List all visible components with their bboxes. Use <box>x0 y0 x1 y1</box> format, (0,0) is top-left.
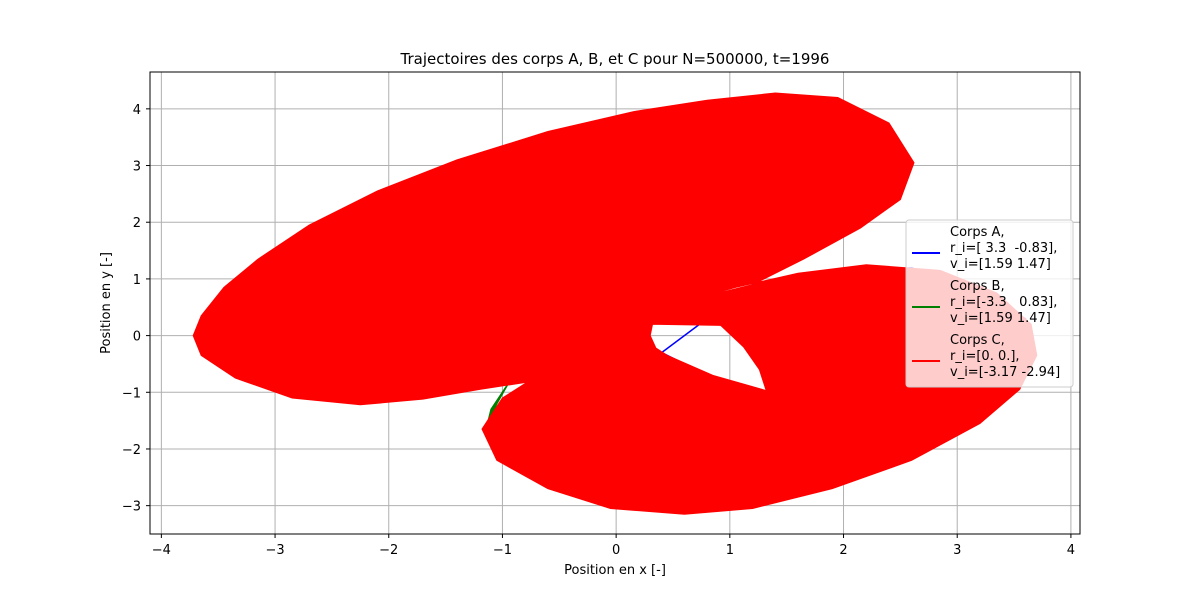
x-tick-label: 3 <box>953 543 961 558</box>
y-tick-label: 0 <box>133 330 141 345</box>
x-tick-label: −2 <box>379 543 398 558</box>
y-tick-label: −3 <box>122 500 141 515</box>
y-tick-label: −1 <box>122 386 141 401</box>
legend-label: Corps A, <box>950 225 1005 240</box>
y-tick-label: 1 <box>133 273 141 288</box>
legend: Corps A,r_i=[ 3.3 -0.83],v_i=[1.59 1.47]… <box>905 219 1074 388</box>
ticks: −4 −3 −2 −1 0 1 2 3 4 −3 −2 −1 0 1 2 3 4 <box>122 103 1075 558</box>
y-tick-label: −2 <box>122 443 141 458</box>
x-tick-label: 4 <box>1067 543 1075 558</box>
legend-label: Corps C, <box>950 333 1005 348</box>
legend-label: r_i=[-3.3 0.83], <box>950 295 1057 310</box>
axes-frame <box>149 71 1081 535</box>
x-tick-label: −4 <box>152 543 171 558</box>
y-tick-label: 3 <box>133 160 141 175</box>
legend-box <box>905 219 1074 388</box>
legend-label: r_i=[ 3.3 -0.83], <box>950 241 1057 256</box>
chart-title: Trajectoires des corps A, B, et C pour N… <box>400 50 830 68</box>
legend-label: v_i=[1.59 1.47] <box>950 257 1051 272</box>
legend-label: Corps B, <box>950 279 1005 294</box>
series-corps-c-region <box>192 92 1038 515</box>
x-tick-label: 0 <box>612 543 620 558</box>
x-axis-label: Position en x [-] <box>564 563 666 578</box>
y-tick-label: 4 <box>133 103 141 118</box>
x-tick-label: 2 <box>839 543 847 558</box>
legend-label: r_i=[0. 0.], <box>950 349 1020 364</box>
legend-label: v_i=[1.59 1.47] <box>950 311 1051 326</box>
x-tick-label: −1 <box>493 543 512 558</box>
y-axis-label: Position en y [-] <box>99 252 114 354</box>
legend-label: v_i=[-3.17 -2.94] <box>950 365 1060 380</box>
x-tick-label: 1 <box>726 543 734 558</box>
y-tick-label: 2 <box>133 216 141 231</box>
x-tick-label: −3 <box>265 543 284 558</box>
